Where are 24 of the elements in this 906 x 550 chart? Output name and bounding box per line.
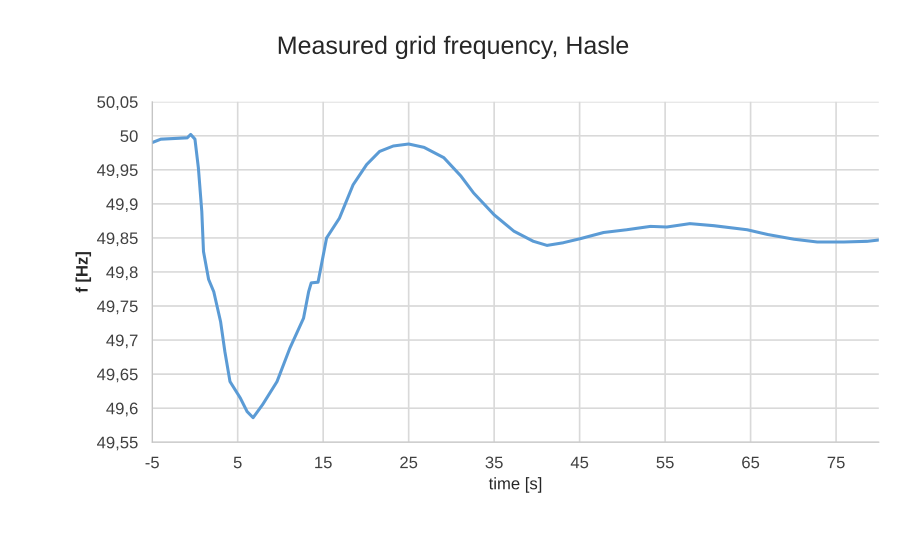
y-tick-label: 49,6	[106, 402, 138, 416]
line-series	[152, 132, 879, 420]
y-tick-label: 49,95	[97, 164, 138, 178]
x-tick-label: 25	[400, 456, 418, 468]
x-tick-label: -5	[146, 456, 159, 468]
x-tick-label: 75	[828, 456, 845, 468]
x-tick-label: 5	[234, 456, 242, 468]
y-tick-label: 49,55	[97, 436, 138, 450]
x-tick-label: 45	[570, 456, 588, 468]
y-tick-label: 49,85	[97, 232, 138, 246]
y-tick-label: 49,8	[106, 266, 138, 280]
y-tick-label: 49,75	[97, 300, 138, 314]
x-tick-label: 15	[315, 456, 332, 468]
y-tick-label: 50	[120, 130, 138, 142]
y-tick-label: 49,65	[97, 368, 138, 382]
x-axis-title: time [s]	[488, 477, 542, 493]
x-tick-label: 55	[656, 456, 674, 468]
x-tick-label: 35	[486, 456, 503, 468]
y-axis-title: f [Hz]	[76, 252, 92, 293]
x-tick-label: 65	[742, 456, 760, 468]
y-tick-label: 50,05	[97, 96, 138, 110]
y-tick-label: 49,7	[106, 334, 138, 348]
chart-title: Measured grid frequency, Hasle	[278, 36, 628, 60]
y-tick-label: 49,9	[106, 198, 138, 212]
